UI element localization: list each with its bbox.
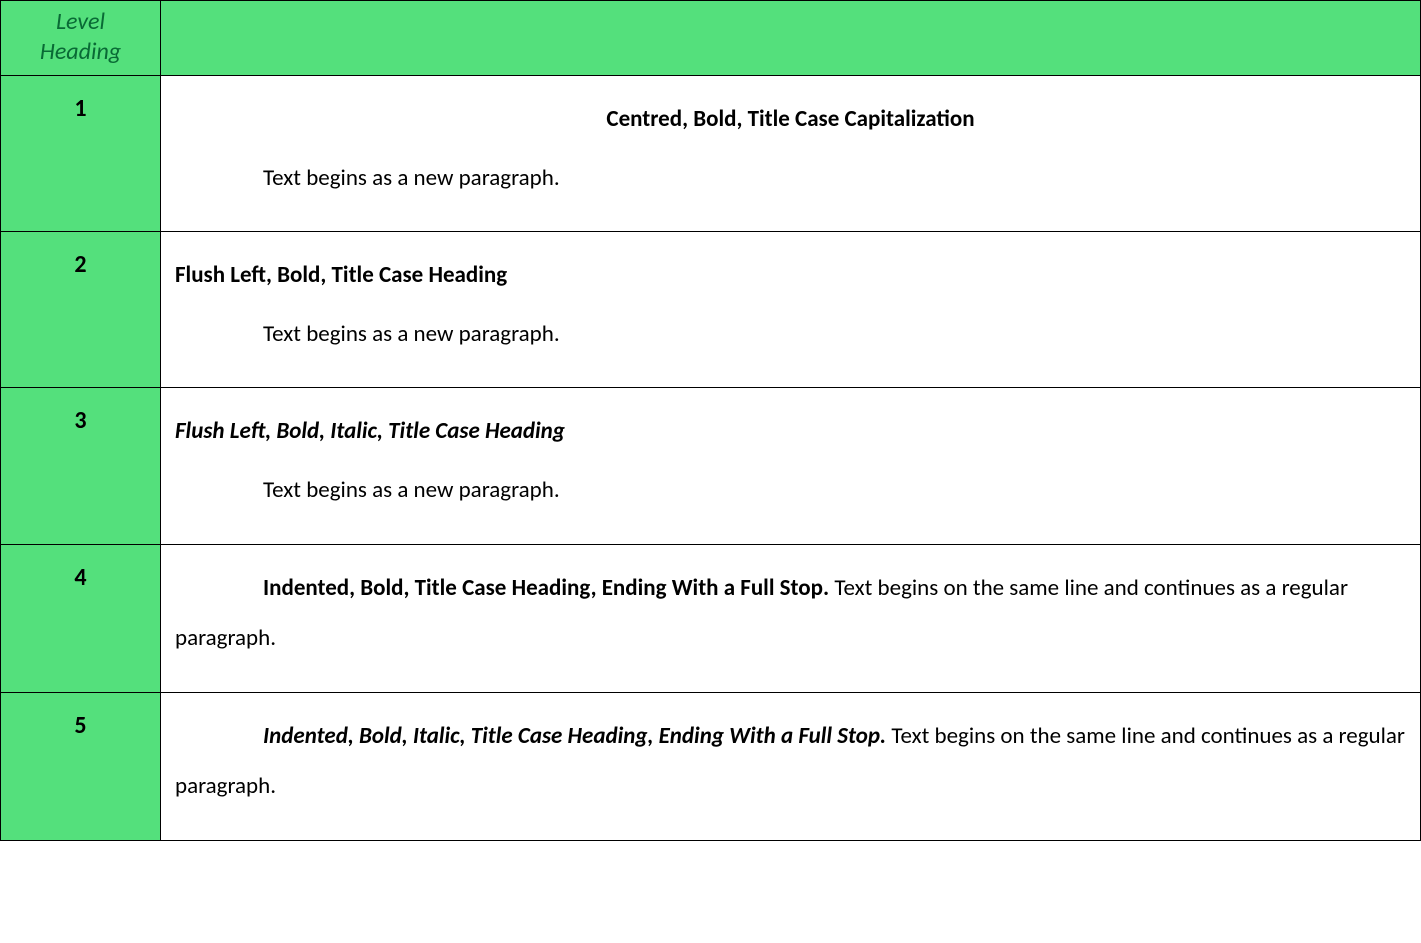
- paragraph-example: Text begins as a new paragraph.: [175, 153, 1406, 204]
- heading-example-indented-bold-italic-runin: Indented, Bold, Italic, Title Case Headi…: [263, 722, 886, 750]
- level-number-cell: 2: [1, 232, 161, 388]
- format-cell: Centred, Bold, Title Case Capitalization…: [161, 76, 1421, 232]
- heading-example-centered-bold: Centred, Bold, Title Case Capitalization: [175, 94, 1406, 145]
- header-level-line1: Level: [56, 7, 105, 36]
- runin-paragraph: Indented, Bold, Title Case Heading, Endi…: [175, 563, 1406, 664]
- level-number-cell: 3: [1, 388, 161, 544]
- table-row: 2 Flush Left, Bold, Title Case Heading T…: [1, 232, 1421, 388]
- header-level-heading: Level Heading: [1, 1, 161, 76]
- paragraph-example: Text begins as a new paragraph.: [175, 465, 1406, 516]
- level-number: 2: [74, 250, 86, 279]
- table-row: 5 Indented, Bold, Italic, Title Case Hea…: [1, 692, 1421, 840]
- header-level-line2: Heading: [40, 37, 121, 66]
- level-number-cell: 1: [1, 76, 161, 232]
- heading-levels-table: Level Heading 1 Centred, Bold, Title Cas…: [0, 0, 1421, 841]
- runin-paragraph: Indented, Bold, Italic, Title Case Headi…: [175, 711, 1406, 812]
- format-cell: Flush Left, Bold, Title Case Heading Tex…: [161, 232, 1421, 388]
- heading-levels-table-container: Level Heading 1 Centred, Bold, Title Cas…: [0, 0, 1421, 841]
- table-row: 4 Indented, Bold, Title Case Heading, En…: [1, 544, 1421, 692]
- level-number: 3: [74, 406, 86, 435]
- heading-example-flush-bold: Flush Left, Bold, Title Case Heading: [175, 250, 1406, 301]
- level-number: 1: [74, 94, 86, 123]
- table-row: 3 Flush Left, Bold, Italic, Title Case H…: [1, 388, 1421, 544]
- format-cell: Flush Left, Bold, Italic, Title Case Hea…: [161, 388, 1421, 544]
- level-number-cell: 5: [1, 692, 161, 840]
- level-number: 4: [74, 563, 86, 592]
- table-row: 1 Centred, Bold, Title Case Capitalizati…: [1, 76, 1421, 232]
- heading-example-indented-bold-runin: Indented, Bold, Title Case Heading, Endi…: [263, 574, 829, 602]
- header-format-blank: [161, 1, 1421, 76]
- format-cell: Indented, Bold, Italic, Title Case Headi…: [161, 692, 1421, 840]
- paragraph-example: Text begins as a new paragraph.: [175, 309, 1406, 360]
- format-cell: Indented, Bold, Title Case Heading, Endi…: [161, 544, 1421, 692]
- heading-example-flush-bold-italic: Flush Left, Bold, Italic, Title Case Hea…: [175, 406, 1406, 457]
- level-number-cell: 4: [1, 544, 161, 692]
- table-header-row: Level Heading: [1, 1, 1421, 76]
- level-number: 5: [74, 711, 86, 740]
